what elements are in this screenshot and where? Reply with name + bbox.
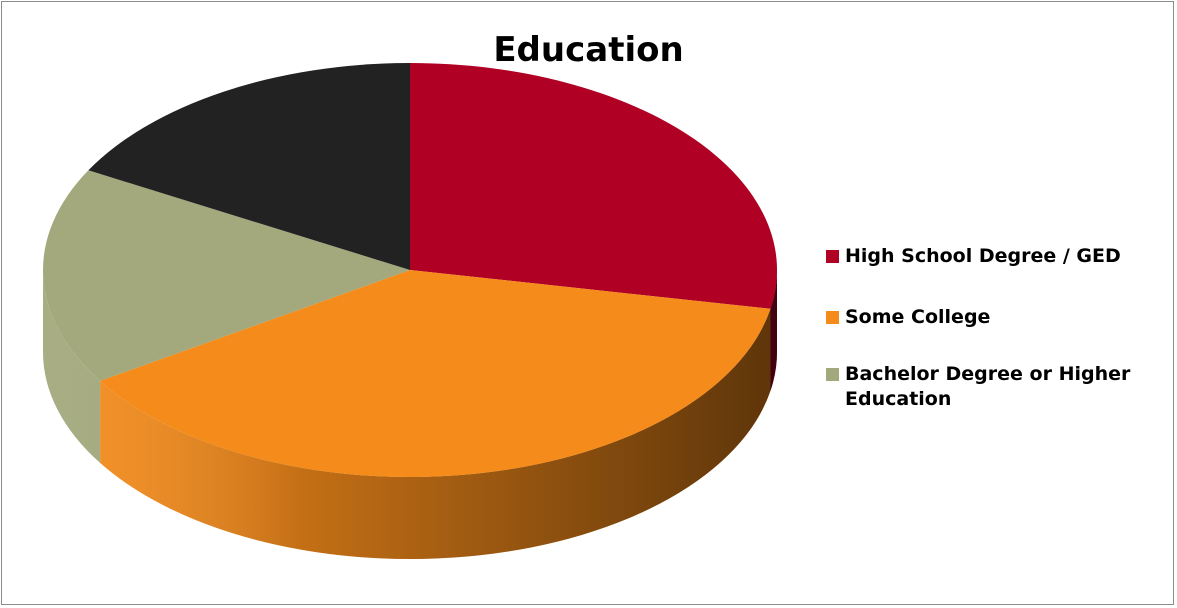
legend: High School Degree / GED Some College Ba…	[826, 244, 1166, 448]
legend-item-high-school: High School Degree / GED	[826, 244, 1166, 269]
pie-side-high-school-degree-ged-shade	[770, 270, 777, 391]
chart-title: Education	[493, 30, 684, 70]
pie-slice-some-college	[100, 270, 771, 478]
legend-swatch-high-school	[826, 250, 839, 263]
pie-slice-high-school-degree-ged	[410, 62, 778, 309]
legend-label-high-school: High School Degree / GED	[845, 245, 1121, 267]
legend-item-some-college: Some College	[826, 305, 1166, 330]
legend-label-bachelor: Bachelor Degree or Higher Education	[845, 363, 1131, 410]
pie-side-bachelor-degree-or-higher-education-shade	[43, 270, 101, 463]
legend-swatch-some-college	[826, 311, 839, 324]
legend-swatch-bachelor	[826, 368, 839, 381]
pie-slice-bachelor-degree-or-higher-education	[43, 170, 411, 381]
legend-label-some-college: Some College	[845, 306, 991, 328]
pie-slice-other	[88, 63, 411, 270]
pie-side-some-college-shade	[100, 308, 771, 560]
legend-item-bachelor: Bachelor Degree or Higher Education	[826, 362, 1166, 412]
